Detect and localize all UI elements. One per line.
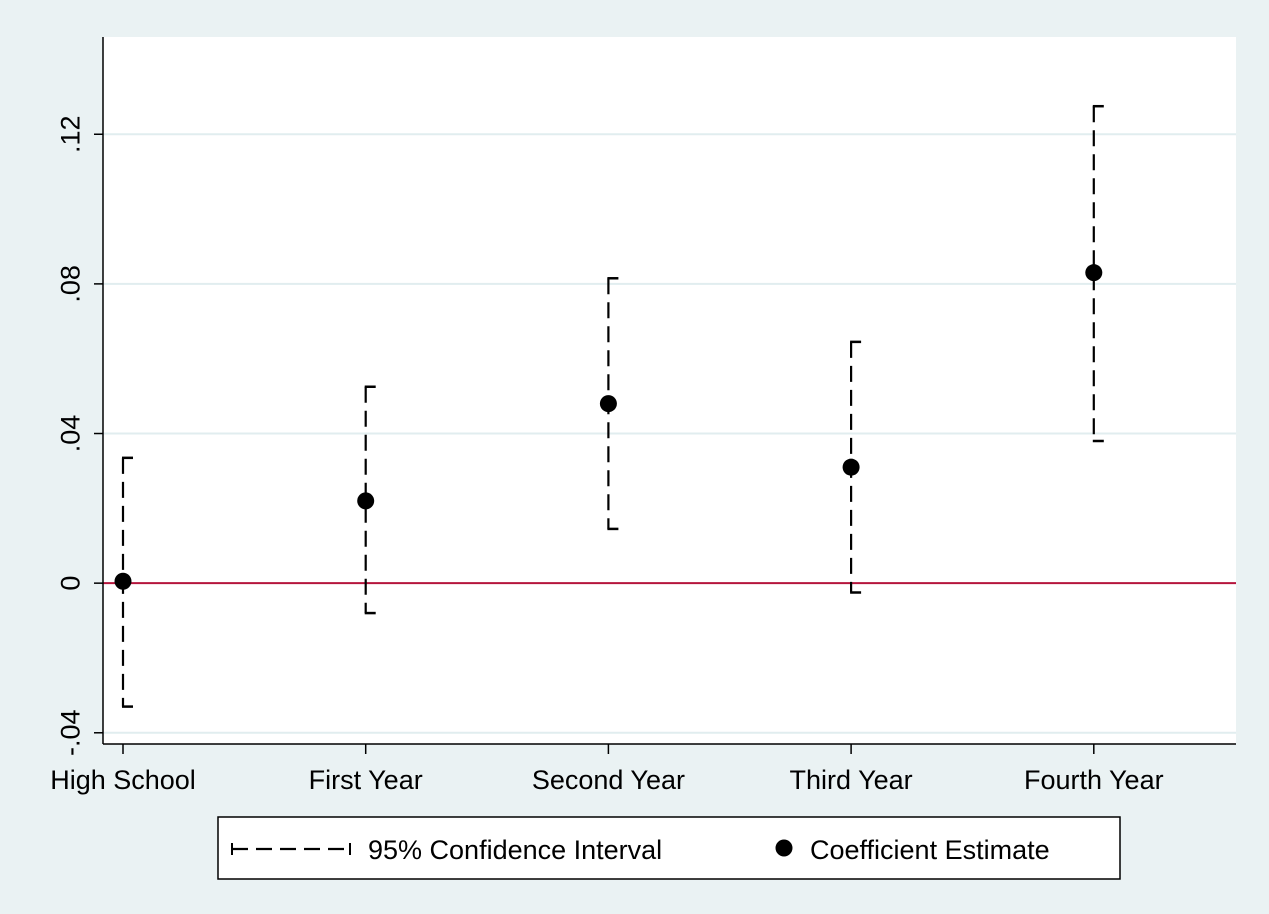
legend-point-symbol [775,839,793,857]
ci-fourth-year [1092,104,1104,443]
point-high-school [114,572,132,590]
legend-box [217,816,1121,880]
legend-ci-symbol [231,843,351,855]
plot-area [103,37,1236,744]
point-third-year [842,458,860,476]
y-tick-label: .08 [55,265,85,303]
x-tick-label: Third Year [790,765,913,795]
legend: 95% Confidence Interval Coefficient Esti… [217,816,1121,880]
y-tick-label: .04 [55,415,85,453]
ci-first-year [364,385,376,615]
point-second-year [599,395,617,413]
point-first-year [357,492,375,510]
coefficient-points [114,264,1103,590]
y-tick-label: .12 [55,115,85,153]
gridlines [103,133,1236,734]
y-tick-label: -.04 [55,710,85,757]
point-fourth-year [1085,264,1103,282]
y-axis-ticks: -.04 0 .04 .08 .12 [55,115,103,756]
x-tick-label: Fourth Year [1024,765,1164,795]
x-tick-label: High School [50,765,196,795]
x-axis-ticks: High School First Year Second Year Third Ye… [50,744,1164,795]
x-tick-label: First Year [309,765,423,795]
legend-ci-label: 95% Confidence Interval [368,835,662,865]
legend-point-label: Coefficient Estimate [810,835,1050,865]
x-tick-label: Second Year [532,765,685,795]
y-tick-label: 0 [55,576,85,591]
